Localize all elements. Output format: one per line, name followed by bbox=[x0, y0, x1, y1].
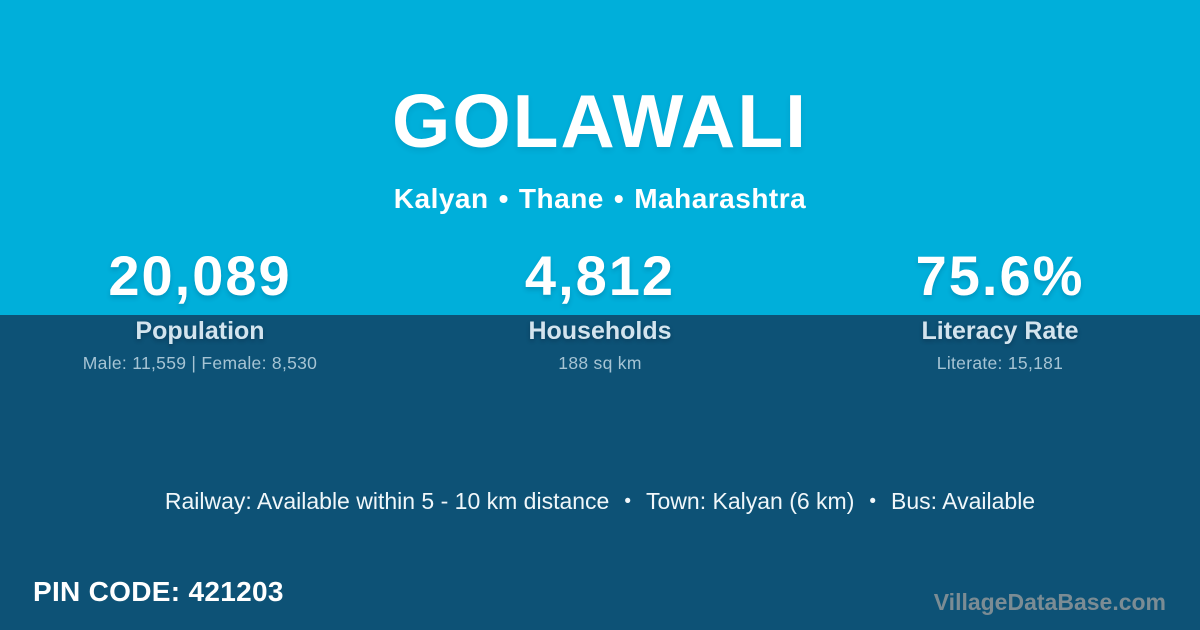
households-value: 4,812 bbox=[524, 244, 676, 307]
stat-literacy-rate: 75.6% Literacy Rate Literate: 15,181 bbox=[800, 244, 1200, 373]
population-detail: Male: 11,559 | Female: 8,530 bbox=[82, 353, 318, 373]
town-facility: Town: Kalyan (6 km) bbox=[646, 488, 855, 514]
location-state: Maharashtra bbox=[634, 183, 807, 214]
literacy-label: Literacy Rate bbox=[921, 317, 1079, 345]
literacy-value: 75.6% bbox=[915, 244, 1085, 307]
village-name-title: GOLAWALI bbox=[392, 79, 808, 163]
facilities-line: Railway: Available within 5 - 10 km dist… bbox=[0, 486, 1200, 517]
population-label: Population bbox=[135, 317, 265, 345]
pin-code-value: 421203 bbox=[188, 576, 284, 607]
railway-facility: Railway: Available within 5 - 10 km dist… bbox=[164, 488, 610, 514]
bus-facility: Bus: Available bbox=[891, 488, 1036, 514]
separator-dot: • bbox=[613, 183, 625, 214]
households-detail: 188 sq km bbox=[558, 353, 642, 373]
separator-dot: • bbox=[498, 183, 509, 214]
location-breadcrumb: Kalyan • Thane • Maharashtra bbox=[0, 182, 1200, 216]
stat-population: 20,089 Population Male: 11,559 | Female:… bbox=[0, 244, 400, 373]
watermark-text: VillageDataBase.com bbox=[933, 589, 1166, 615]
stat-households: 4,812 Households 188 sq km bbox=[400, 244, 800, 373]
pin-code: PIN CODE: 421203 bbox=[33, 577, 284, 607]
literacy-detail: Literate: 15,181 bbox=[936, 353, 1064, 373]
stats-row: 20,089 Population Male: 11,559 | Female:… bbox=[0, 244, 1200, 373]
separator-dot: • bbox=[869, 491, 877, 512]
population-value: 20,089 bbox=[108, 244, 292, 307]
location-tehsil: Kalyan bbox=[393, 183, 489, 214]
households-label: Households bbox=[528, 317, 672, 345]
location-district: Thane bbox=[518, 183, 604, 214]
pin-code-label: PIN CODE: bbox=[33, 576, 181, 607]
separator-dot: • bbox=[624, 491, 632, 512]
